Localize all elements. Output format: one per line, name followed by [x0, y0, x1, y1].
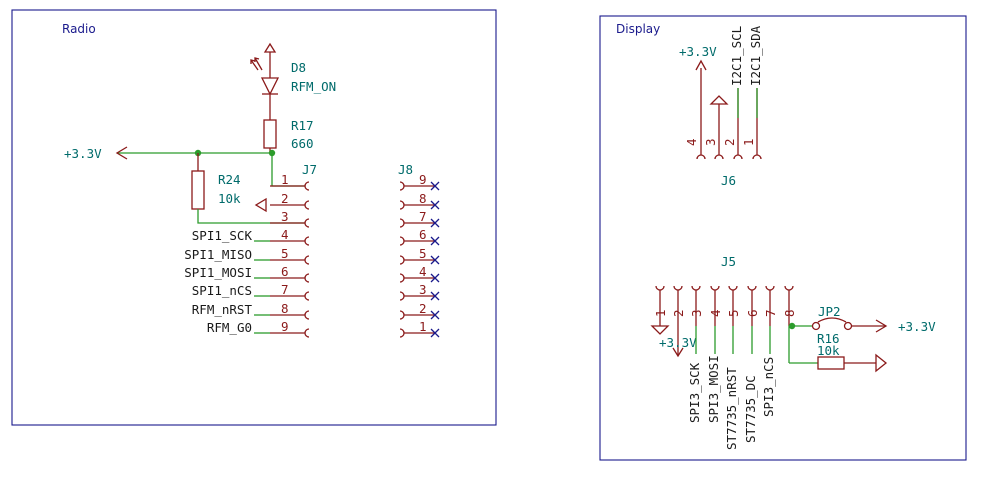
r24-ref: R24 [218, 172, 241, 187]
connector-j5[interactable] [655, 285, 794, 326]
j8-pin-numbers: 9 8 7 6 5 4 3 2 1 [419, 172, 427, 334]
label-spi1-ncs: SPI1_nCS [192, 283, 252, 298]
label-spi1-sck: SPI1_SCK [192, 228, 253, 243]
d8-ref: D8 [291, 60, 306, 75]
j5-pin-6: 6 [745, 309, 760, 317]
label-spi1-miso: SPI1_MISO [184, 247, 252, 262]
j8-pin-6: 6 [419, 227, 427, 242]
resistor-r24[interactable] [191, 153, 305, 224]
j6-pin-4: 4 [684, 138, 699, 146]
r17-ref: R17 [291, 118, 314, 133]
j5-pin-numbers: 1 2 3 4 5 6 7 8 [653, 309, 797, 317]
j6-pin-2: 2 [722, 138, 737, 146]
pin8-net-wires [788, 322, 818, 364]
resistor-r17[interactable] [263, 119, 277, 153]
j5-ref: J5 [721, 254, 736, 269]
r24-value: 10k [218, 191, 241, 206]
j6-ref: J6 [721, 173, 736, 188]
r16-ref: R16 [817, 331, 840, 346]
j6-pin-3: 3 [703, 138, 718, 146]
j5-signal-wires [695, 326, 771, 354]
j8-pin-2: 2 [419, 301, 427, 316]
connector-j7[interactable] [270, 181, 310, 338]
power-wire-3v3 [115, 146, 305, 187]
j5-power-arrow [672, 326, 684, 358]
j7-pin-numbers: 1 2 3 4 5 6 7 8 9 [281, 172, 289, 334]
j7-signal-labels: SPI1_SCK SPI1_MISO SPI1_MOSI SPI1_nCS RF… [184, 228, 252, 335]
connector-j8[interactable] [399, 181, 435, 338]
j8-pin-3: 3 [419, 282, 427, 297]
j6-signal-wires [737, 88, 758, 118]
j8-pin-8: 8 [419, 191, 427, 206]
j6-signal-labels: I2C1_SCL I2C1_SDA [729, 25, 763, 86]
j5-pin-2: 2 [671, 309, 686, 317]
jumper-jp2[interactable] [811, 317, 888, 333]
j6-3v3-label: +3.3V [679, 44, 717, 59]
j7-pin-6: 6 [281, 264, 289, 279]
j6-power-arrow [695, 59, 707, 71]
label-i2c1-scl: I2C1_SCL [729, 26, 744, 86]
j7-pin-1: 1 [281, 172, 289, 187]
j7-pin-3: 3 [281, 209, 289, 224]
resistor-r16[interactable] [817, 353, 888, 373]
label-spi3-ncs: SPI3_nCS [761, 357, 776, 417]
radio-sheet-border [11, 9, 497, 426]
j5-pin-3: 3 [689, 309, 704, 317]
display-sheet-title: Display [616, 22, 660, 36]
j5-pin-4: 4 [708, 309, 723, 317]
label-spi3-sck: SPI3_SCK [687, 362, 702, 423]
j5-3v3-label: +3.3V [659, 335, 697, 350]
display-sheet-border [599, 15, 967, 461]
j8-pin-9: 9 [419, 172, 427, 187]
j8-ref: J8 [398, 162, 413, 177]
j8-pin-5: 5 [419, 246, 427, 261]
jp2-3v3-label: +3.3V [898, 319, 936, 334]
led-d8[interactable] [250, 42, 280, 120]
j7-pin-7: 7 [281, 282, 289, 297]
j5-pin-8: 8 [782, 309, 797, 317]
j6-pin-numbers: 4 3 2 1 [684, 138, 756, 146]
j8-pin-4: 4 [419, 264, 427, 279]
label-rfm-g0: RFM_G0 [207, 320, 252, 335]
label-st7735-dc: ST7735_DC [743, 375, 758, 443]
j5-pin-1: 1 [653, 309, 668, 317]
radio-3v3-label: +3.3V [64, 146, 102, 161]
j7-pin-8: 8 [281, 301, 289, 316]
label-st7735-nrst: ST7735_nRST [724, 367, 739, 450]
j5-pin-7: 7 [763, 309, 778, 317]
j7-pin-4: 4 [281, 227, 289, 242]
j6-pin-1: 1 [741, 138, 756, 146]
j5-signal-labels: SPI3_SCK SPI3_MOSI ST7735_nRST ST7735_DC… [687, 355, 776, 450]
j7-ground-symbol [254, 197, 267, 213]
j8-no-connect-marks [430, 181, 440, 338]
ground-flag-j6 [709, 95, 729, 105]
label-spi1-mosi: SPI1_MOSI [184, 265, 252, 280]
jp2-ref: JP2 [818, 304, 841, 319]
j7-ref: J7 [302, 162, 317, 177]
j8-pin-1: 1 [419, 319, 427, 334]
radio-sheet-title: Radio [62, 22, 96, 36]
r16-value: 10k [817, 343, 840, 358]
label-i2c1-sda: I2C1_SDA [748, 25, 763, 86]
label-rfm-nrst: RFM_nRST [192, 302, 253, 317]
j7-signal-wires [254, 240, 270, 334]
j7-pin-5: 5 [281, 246, 289, 261]
j8-pin-7: 7 [419, 209, 427, 224]
j5-pin-5: 5 [726, 309, 741, 317]
j7-pin-2: 2 [281, 191, 289, 206]
r17-value: 660 [291, 136, 314, 151]
d8-value: RFM_ON [291, 79, 336, 94]
j7-pin-9: 9 [281, 319, 289, 334]
j5-ground-symbol [650, 325, 670, 335]
label-spi3-mosi: SPI3_MOSI [706, 355, 721, 423]
